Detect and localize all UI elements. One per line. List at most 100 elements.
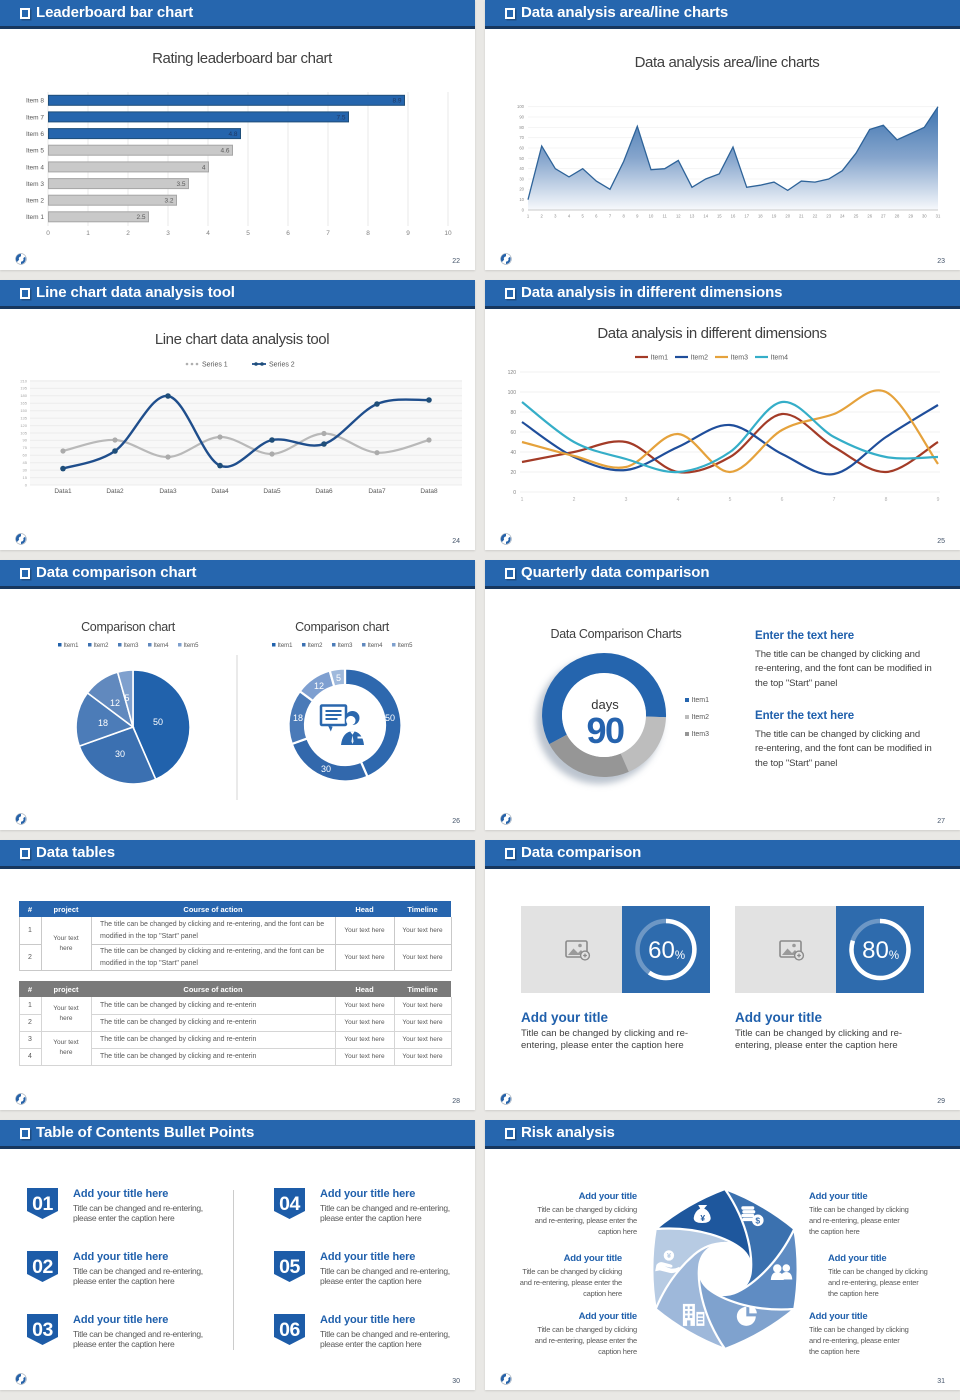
- svg-text:3: 3: [166, 230, 170, 237]
- svg-text:165: 165: [20, 401, 27, 406]
- svg-text:10: 10: [444, 230, 452, 237]
- svg-text:Data analysis in different dim: Data analysis in different dimensions: [597, 325, 826, 342]
- svg-text:Comparison chart: Comparison chart: [81, 620, 176, 634]
- svg-text:Item 4: Item 4: [26, 164, 44, 171]
- svg-text:2.5: 2.5: [136, 214, 145, 221]
- svg-text:1: 1: [86, 230, 90, 237]
- svg-text:06: 06: [279, 1319, 300, 1341]
- svg-text:3.2: 3.2: [164, 198, 173, 205]
- svg-text:50: 50: [385, 713, 395, 723]
- svg-text:210: 210: [20, 378, 27, 383]
- svg-text:14: 14: [703, 214, 708, 219]
- svg-text:40: 40: [519, 166, 524, 171]
- svg-text:5: 5: [246, 230, 250, 237]
- svg-text:1: 1: [521, 497, 524, 503]
- svg-text:0: 0: [513, 490, 516, 496]
- svg-text:90: 90: [23, 438, 28, 443]
- svg-text:Item5: Item5: [184, 643, 200, 649]
- svg-text:60: 60: [23, 453, 28, 458]
- svg-text:Data7: Data7: [368, 488, 386, 495]
- svg-text:Data6: Data6: [315, 488, 333, 495]
- svg-text:Item1: Item1: [278, 643, 294, 649]
- svg-text:15: 15: [717, 214, 722, 219]
- svg-text:4.6: 4.6: [220, 148, 229, 155]
- svg-text:4: 4: [677, 497, 680, 503]
- svg-text:5: 5: [336, 673, 341, 683]
- svg-text:Data3: Data3: [159, 488, 177, 495]
- svg-text:Comparison chart: Comparison chart: [295, 620, 390, 634]
- svg-text:6: 6: [595, 214, 598, 219]
- svg-text:12: 12: [314, 681, 324, 691]
- svg-text:24: 24: [840, 214, 845, 219]
- svg-text:11: 11: [663, 214, 668, 219]
- svg-text:0: 0: [522, 207, 525, 212]
- svg-text:Item2: Item2: [308, 643, 324, 649]
- svg-text:Item 6: Item 6: [26, 131, 44, 138]
- svg-text:Data5: Data5: [263, 488, 281, 495]
- svg-text:29: 29: [908, 214, 913, 219]
- svg-text:%: %: [675, 950, 685, 962]
- svg-text:Item3: Item3: [692, 731, 710, 738]
- svg-text:8: 8: [885, 497, 888, 503]
- svg-text:9: 9: [406, 230, 410, 237]
- svg-text:90: 90: [586, 710, 624, 751]
- svg-text:Data4: Data4: [211, 488, 229, 495]
- svg-text:25: 25: [854, 214, 859, 219]
- svg-text:60: 60: [519, 145, 524, 150]
- svg-text:Series 2: Series 2: [269, 362, 295, 369]
- svg-text:7: 7: [833, 497, 836, 503]
- svg-text:Item1: Item1: [692, 697, 710, 704]
- svg-text:0: 0: [25, 482, 28, 487]
- svg-text:Data8: Data8: [420, 488, 438, 495]
- svg-text:Item 2: Item 2: [26, 198, 44, 205]
- svg-text:1: 1: [527, 214, 530, 219]
- svg-text:120: 120: [508, 370, 517, 376]
- svg-text:100: 100: [517, 104, 525, 109]
- svg-text:3: 3: [554, 214, 557, 219]
- svg-text:18: 18: [293, 713, 303, 723]
- svg-text:4: 4: [206, 230, 210, 237]
- svg-text:15: 15: [23, 475, 28, 480]
- svg-text:Item 5: Item 5: [26, 148, 44, 155]
- svg-text:5: 5: [729, 497, 732, 503]
- svg-text:50: 50: [153, 717, 163, 727]
- svg-text:02: 02: [32, 1256, 53, 1278]
- svg-text:Item1: Item1: [651, 355, 669, 362]
- svg-text:¥: ¥: [667, 1251, 672, 1260]
- svg-text:Item 1: Item 1: [26, 214, 44, 221]
- svg-text:days: days: [591, 697, 619, 712]
- svg-text:19: 19: [772, 214, 777, 219]
- svg-text:4.8: 4.8: [228, 131, 237, 138]
- svg-text:10: 10: [519, 197, 524, 202]
- svg-text:80: 80: [519, 125, 524, 130]
- svg-text:80: 80: [510, 410, 516, 416]
- svg-text:150: 150: [20, 408, 27, 413]
- svg-text:16: 16: [731, 214, 736, 219]
- svg-text:7: 7: [609, 214, 612, 219]
- svg-text:180: 180: [20, 393, 27, 398]
- svg-text:12: 12: [676, 214, 681, 219]
- svg-text:8.9: 8.9: [392, 98, 401, 105]
- svg-text:03: 03: [32, 1319, 53, 1341]
- svg-text:6: 6: [286, 230, 290, 237]
- svg-text:8: 8: [366, 230, 370, 237]
- svg-text:20: 20: [510, 470, 516, 476]
- svg-text:Item4: Item4: [771, 355, 789, 362]
- svg-text:30: 30: [519, 176, 524, 181]
- svg-text:5: 5: [124, 693, 129, 703]
- svg-text:10: 10: [649, 214, 654, 219]
- svg-text:45: 45: [23, 460, 28, 465]
- svg-text:Item5: Item5: [398, 643, 414, 649]
- svg-text:Item3: Item3: [338, 643, 354, 649]
- svg-text:8: 8: [623, 214, 626, 219]
- svg-text:60: 60: [510, 430, 516, 436]
- svg-text:Item2: Item2: [94, 643, 110, 649]
- svg-text:195: 195: [20, 386, 27, 391]
- svg-text:Item4: Item4: [154, 643, 170, 649]
- svg-text:7: 7: [326, 230, 330, 237]
- svg-text:4: 4: [202, 164, 206, 171]
- svg-text:Series 1: Series 1: [202, 362, 228, 369]
- svg-text:70: 70: [519, 135, 524, 140]
- svg-text:105: 105: [20, 430, 27, 435]
- svg-text:Item 8: Item 8: [26, 98, 44, 105]
